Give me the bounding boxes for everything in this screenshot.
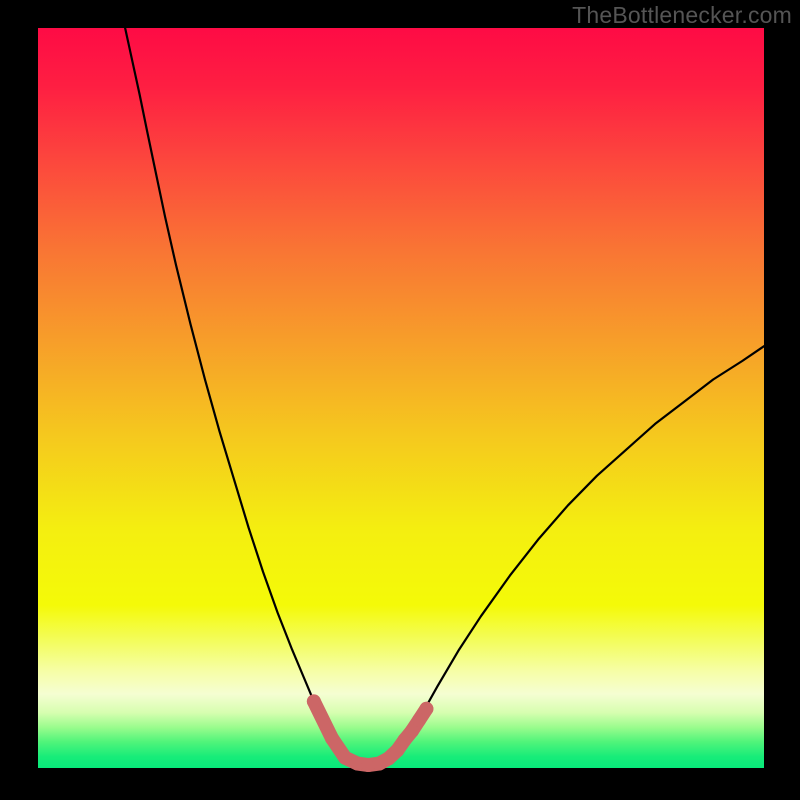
marker-dot [419, 702, 433, 716]
chart-container: TheBottlenecker.com [0, 0, 800, 800]
bottleneck-chart [0, 0, 800, 800]
marker-dot [338, 751, 352, 765]
watermark-text: TheBottlenecker.com [572, 2, 792, 29]
plot-area [38, 28, 764, 768]
marker-dot [307, 694, 321, 708]
marker-dot [325, 731, 339, 745]
